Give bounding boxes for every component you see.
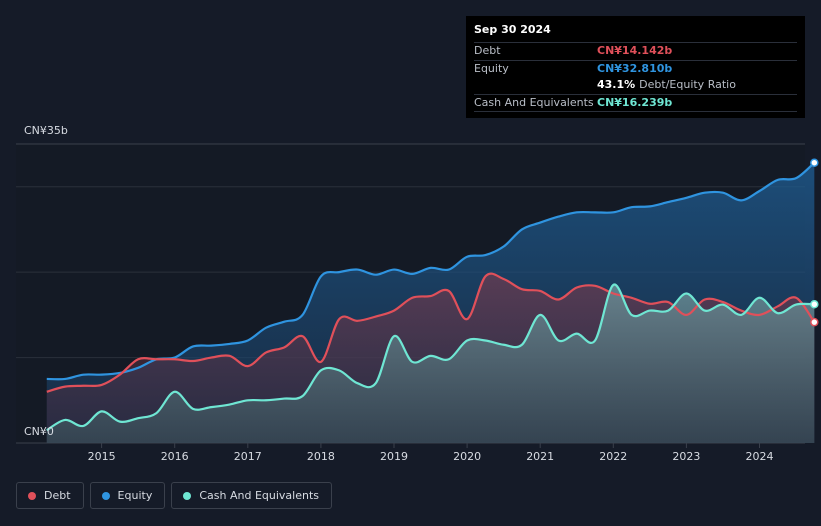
tooltip-debt-label: Debt bbox=[474, 44, 501, 57]
tooltip-cash-label: Cash And Equivalents bbox=[474, 95, 594, 109]
legend-equity-label: Equity bbox=[117, 489, 153, 502]
equity-dot-icon bbox=[101, 491, 110, 500]
x-axis: 2015 2016 2017 2018 2019 2020 2021 2022 2023 2024 bbox=[88, 443, 774, 463]
tooltip-debt-value: CN¥14.142b bbox=[597, 44, 673, 57]
x-tick-label: 2024 bbox=[746, 450, 774, 463]
debt-line bbox=[46, 272, 816, 393]
y-tick-bottom: CN¥0 bbox=[24, 425, 54, 438]
tooltip-equity-value: CN¥32.810b bbox=[597, 61, 673, 75]
equity-line bbox=[46, 161, 816, 381]
equity-endpoint bbox=[810, 158, 819, 167]
tooltip-row-ratio: 43.1% Debt/Equity Ratio bbox=[474, 77, 797, 94]
tooltip-row-debt: Debt CN¥14.142b bbox=[474, 42, 797, 60]
x-tick-label: 2021 bbox=[526, 450, 554, 463]
tooltip-cash-value: CN¥16.239b bbox=[597, 95, 673, 109]
x-tick-label: 2018 bbox=[307, 450, 335, 463]
cash-endpoint bbox=[810, 300, 819, 309]
tooltip: Sep 30 2024 Debt CN¥14.142b Equity CN¥32… bbox=[466, 16, 805, 118]
legend-item-equity[interactable]: Equity bbox=[89, 482, 166, 509]
y-tick-top: CN¥35b bbox=[24, 124, 68, 137]
tooltip-row-cash: Cash And Equivalents CN¥16.239b bbox=[474, 93, 797, 112]
tooltip-ratio-label: Debt/Equity Ratio bbox=[639, 78, 736, 91]
debt-endpoint bbox=[810, 317, 819, 327]
debt-dot-icon bbox=[28, 491, 36, 500]
tooltip-date: Sep 30 2024 bbox=[474, 23, 551, 36]
x-tick-label: 2022 bbox=[599, 450, 627, 463]
x-tick-label: 2015 bbox=[88, 450, 116, 463]
tooltip-row-equity: Equity CN¥32.810b bbox=[474, 59, 797, 78]
x-tick-label: 2016 bbox=[161, 450, 189, 463]
x-tick-label: 2017 bbox=[234, 450, 262, 463]
x-tick-label: 2019 bbox=[380, 450, 408, 463]
cash-dot-icon bbox=[183, 491, 192, 500]
legend-debt-label: Debt bbox=[44, 489, 71, 502]
legend-item-debt[interactable]: Debt bbox=[16, 482, 84, 509]
legend: Debt Equity Cash And Equivalents bbox=[16, 482, 332, 509]
series-lines bbox=[46, 158, 819, 432]
x-tick-label: 2023 bbox=[672, 450, 700, 463]
x-tick-label: 2020 bbox=[453, 450, 481, 463]
cash-line bbox=[46, 283, 815, 432]
legend-cash-label: Cash And Equivalents bbox=[199, 489, 319, 502]
tooltip-equity-label: Equity bbox=[474, 61, 509, 75]
tooltip-ratio-value: 43.1% bbox=[597, 78, 636, 91]
legend-item-cash[interactable]: Cash And Equivalents bbox=[171, 482, 332, 509]
